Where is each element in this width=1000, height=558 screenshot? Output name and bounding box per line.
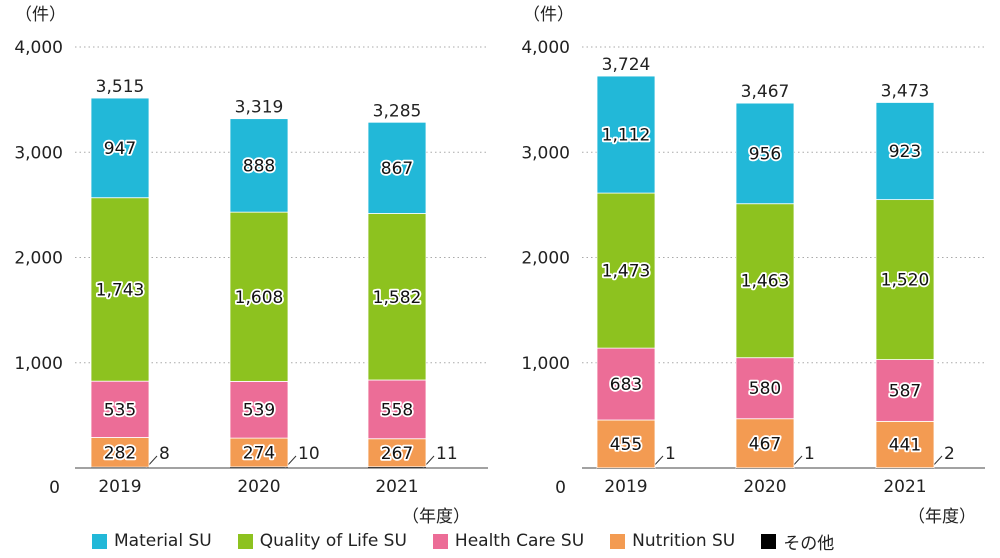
- legend-swatch: [237, 533, 253, 549]
- chart1-bar-health-2021: [367, 379, 427, 440]
- chart1-y-tick-label: 2,000: [14, 249, 63, 269]
- chart1-label-health-2019: 535: [104, 400, 136, 420]
- chart1-label-qol-2021: 1,582: [373, 288, 422, 308]
- chart1-x-tick-label: 2020: [237, 477, 280, 497]
- chart2-x-tick-label: 2021: [883, 477, 926, 497]
- chart1-label-nutrition-2020: 274: [243, 444, 275, 464]
- chart2-bar-nutrition-2019: [596, 419, 656, 469]
- chart1-bar-nutrition-2019: [90, 437, 150, 468]
- chart2-y-tick-label: 3,000: [521, 143, 570, 163]
- chart2-y-tick-label: 4,000: [521, 38, 570, 58]
- chart1-total-label-2020: 3,319: [235, 98, 284, 118]
- chart1-y-tick-label: 1,000: [14, 354, 63, 374]
- chart2-x-tick-label: 2019: [604, 477, 647, 497]
- chart1-bar-qol-2019: [90, 197, 150, 382]
- chart1-bar-qol-2021: [367, 213, 427, 381]
- chart2-bar-qol-2021: [875, 199, 935, 360]
- chart1-x-tick-label: 2019: [98, 477, 141, 497]
- legend-label: その他: [783, 533, 835, 554]
- chart2-label-nutrition-2019: 455: [610, 435, 642, 455]
- chart2-total-label-2020: 3,467: [741, 82, 790, 102]
- chart2-label-material-2021: 923: [889, 142, 921, 162]
- chart2-label-health-2020: 580: [749, 379, 781, 399]
- chart2-label-qol-2021: 1,520: [881, 271, 930, 291]
- chart1-y-tick-label: 4,000: [14, 38, 63, 58]
- chart1-y-tick-label: 0: [49, 478, 60, 498]
- legend-label: Health Care SU: [454, 531, 585, 551]
- chart2-label-health-2019: 683: [610, 375, 642, 395]
- chart2-y-tick-label: 2,000: [521, 249, 570, 269]
- chart2-label-qol-2020: 1,463: [741, 272, 790, 292]
- chart2-bar-material-2020: [735, 102, 795, 205]
- chart2-total-label-2019: 3,724: [602, 55, 651, 75]
- chart2-bar-nutrition-2021: [875, 420, 935, 469]
- legend-label: Quality of Life SU: [259, 531, 407, 551]
- chart1-label-material-2019: 947: [104, 139, 136, 159]
- chart1-label-health-2020: 539: [243, 401, 275, 421]
- legend-swatch: [610, 533, 626, 549]
- legend-swatch: [761, 533, 777, 549]
- chart1-bar-qol-2020: [229, 211, 289, 382]
- chart1-label-nutrition-2021: 267: [381, 444, 413, 464]
- chart1-total-label-2019: 3,515: [96, 77, 145, 97]
- chart2-bar-material-2019: [596, 75, 656, 194]
- chart2-x-unit-label: （年度）: [908, 507, 976, 525]
- chart1-label-other-2019: 8: [159, 444, 170, 464]
- legend-label: Material SU: [114, 531, 212, 551]
- chart-area: （件） 0 1,000 2,000 3,000 4,000 8 282 535 1,743 947 3…: [14, 5, 985, 525]
- chart1-label-material-2020: 888: [243, 156, 275, 176]
- chart2-bar-qol-2019: [596, 192, 656, 349]
- legend-item-health: Health Care SU: [432, 531, 585, 551]
- chart1-unit-label: （件）: [15, 5, 66, 25]
- chart1-bar-other-2019: [91, 467, 149, 468]
- chart1-bar-material-2019: [90, 97, 150, 199]
- chart2-y-tick-label: 0: [555, 478, 566, 498]
- chart2-bar-qol-2020: [735, 203, 795, 359]
- chart1-label-health-2021: 558: [381, 400, 413, 420]
- chart1-label-nutrition-2019: 282: [104, 443, 136, 463]
- chart2-bar-material-2021: [875, 102, 935, 201]
- legend: Material SU Quality of Life SU Health Care…: [92, 529, 860, 554]
- chart1-bar-other-2021: [368, 466, 426, 468]
- chart2-label-material-2020: 956: [749, 144, 781, 164]
- chart2-total-label-2021: 3,473: [881, 81, 930, 101]
- chart2-label-nutrition-2020: 467: [749, 434, 781, 454]
- chart1-label-qol-2020: 1,608: [235, 288, 284, 308]
- chart1-bar-material-2021: [367, 121, 427, 214]
- legend-item-qol: Quality of Life SU: [237, 531, 407, 551]
- chart2-label-other-2020: 1: [804, 444, 815, 464]
- chart1-label-other-2020: 10: [298, 444, 320, 464]
- chart2-bar-other-2021: [876, 467, 934, 469]
- legend-item-nutrition: Nutrition SU: [610, 531, 735, 551]
- chart2-bar-health-2019: [596, 347, 656, 421]
- chart2-x-tick-label: 2020: [743, 477, 786, 497]
- chart2-label-qol-2019: 1,473: [602, 262, 651, 282]
- chart1-y-tick-label: 3,000: [14, 143, 63, 163]
- chart2-bar-nutrition-2020: [735, 418, 795, 469]
- chart2-bar-health-2021: [875, 359, 935, 422]
- chart2-unit-label: （件）: [523, 5, 574, 25]
- chart2-label-health-2021: 587: [889, 381, 921, 401]
- chart1-label-material-2021: 867: [381, 159, 413, 179]
- legend-item-material: Material SU: [92, 531, 212, 551]
- legend-swatch: [92, 533, 107, 549]
- chart1-x-unit-label: （年度）: [402, 507, 470, 525]
- chart1-bar-other-2020: [230, 466, 288, 468]
- chart2-label-other-2021: 2: [944, 444, 955, 464]
- chart1-x-tick-label: 2021: [375, 477, 418, 497]
- chart1-bar-material-2020: [229, 118, 289, 213]
- chart1-total-label-2021: 3,285: [373, 101, 422, 121]
- chart1-label-other-2021: 11: [436, 444, 458, 464]
- chart2-label-nutrition-2021: 441: [889, 436, 921, 456]
- chart1-bar-health-2019: [90, 380, 150, 438]
- chart1-label-qol-2019: 1,743: [96, 280, 145, 300]
- legend-swatch: [432, 533, 448, 549]
- legend-label: Nutrition SU: [632, 531, 736, 551]
- chart2-y-tick-label: 1,000: [521, 354, 570, 374]
- chart2-label-other-2019: 1: [665, 444, 676, 464]
- legend-item-other: その他: [761, 529, 834, 554]
- chart2-label-material-2019: 1,112: [602, 126, 651, 146]
